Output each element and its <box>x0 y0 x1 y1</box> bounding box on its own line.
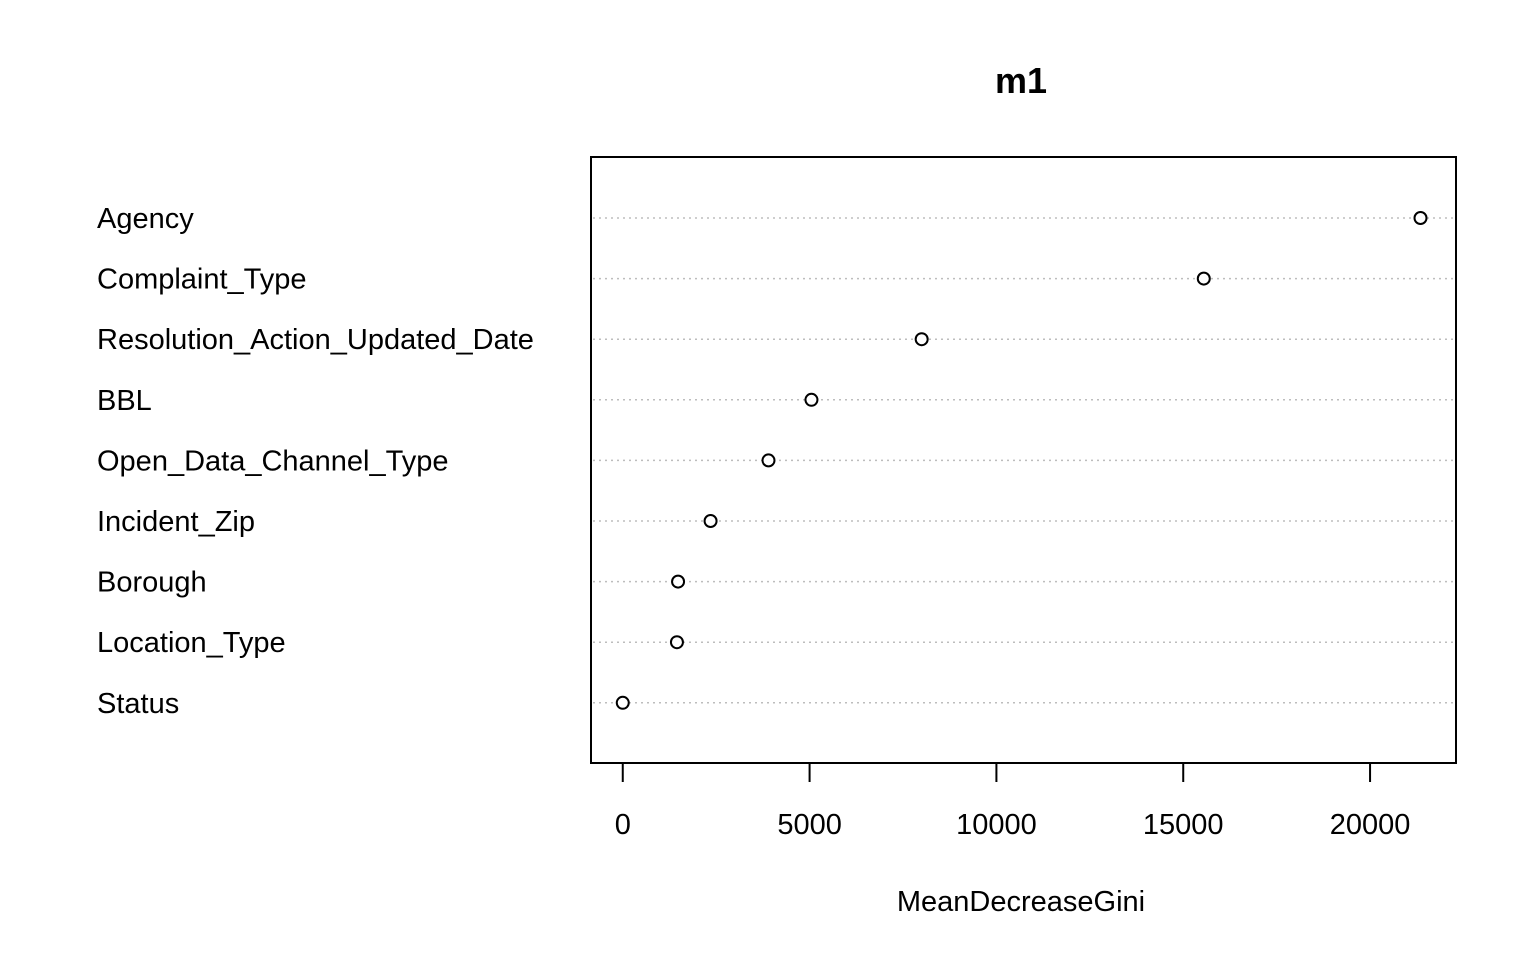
data-points <box>615 211 1428 710</box>
x-tick-label: 20000 <box>1330 809 1411 841</box>
x-axis: 0 5000 10000 15000 20000 <box>615 762 1411 841</box>
category-label: Complaint_Type <box>97 264 307 296</box>
data-point <box>615 695 630 710</box>
chart-title: m1 <box>995 60 1047 101</box>
grid-lines <box>593 217 1454 704</box>
category-labels: Agency Complaint_Type Resolution_Action_Up… <box>97 203 534 720</box>
data-point <box>1413 211 1428 225</box>
data-point <box>671 574 686 589</box>
category-label: Location_Type <box>97 627 286 659</box>
x-tick-label: 10000 <box>956 809 1037 841</box>
category-label: Agency <box>97 203 194 235</box>
x-tick-label: 0 <box>615 809 631 841</box>
x-tick-label: 5000 <box>777 809 842 841</box>
category-label: BBL <box>97 385 152 417</box>
data-point <box>761 453 776 468</box>
x-tick-label: 15000 <box>1143 809 1224 841</box>
category-label: Status <box>97 688 179 720</box>
data-point <box>1196 271 1211 286</box>
category-label: Incident_Zip <box>97 506 255 538</box>
category-label: Borough <box>97 567 207 599</box>
x-axis-title: MeanDecreaseGini <box>897 886 1145 918</box>
data-point <box>914 332 929 347</box>
category-label: Open_Data_Channel_Type <box>97 445 448 477</box>
category-label: Resolution_Action_Updated_Date <box>97 324 534 356</box>
data-point <box>703 514 718 528</box>
data-point <box>669 635 684 650</box>
data-point <box>804 392 819 407</box>
